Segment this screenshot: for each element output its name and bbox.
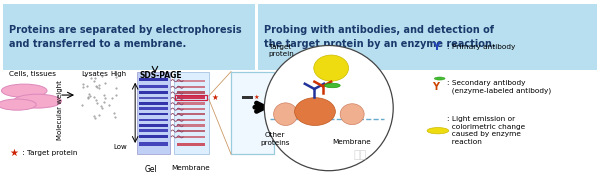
Bar xyxy=(176,80,205,82)
Text: Probing with antibodies, and detection of
the target protein by an enzyme reacti: Probing with antibodies, and detection o… xyxy=(264,25,496,49)
Bar xyxy=(139,124,168,127)
Text: Lysates: Lysates xyxy=(81,71,108,77)
Bar xyxy=(176,86,205,88)
Bar xyxy=(176,108,205,110)
Circle shape xyxy=(325,83,340,88)
Text: Membrane: Membrane xyxy=(332,139,371,145)
Text: ★: ★ xyxy=(254,95,259,100)
Text: Y: Y xyxy=(432,42,440,52)
Bar xyxy=(231,72,274,154)
Text: High: High xyxy=(110,71,127,77)
Text: Gel: Gel xyxy=(145,165,158,174)
Bar xyxy=(139,135,168,138)
Circle shape xyxy=(427,128,449,134)
Text: Y: Y xyxy=(432,82,439,92)
Bar xyxy=(139,85,168,88)
Bar xyxy=(176,136,205,138)
Bar xyxy=(139,91,168,94)
Circle shape xyxy=(434,77,445,80)
Bar xyxy=(139,107,168,110)
Bar xyxy=(176,96,205,99)
Bar xyxy=(137,72,170,154)
Text: Other
proteins: Other proteins xyxy=(260,133,290,146)
Bar xyxy=(139,113,168,115)
Text: : Secondary antibody
  (enzyme-labeled antibody): : Secondary antibody (enzyme-labeled ant… xyxy=(447,80,551,94)
Bar xyxy=(3,4,255,70)
Bar xyxy=(176,130,205,132)
Bar xyxy=(174,72,209,154)
Bar xyxy=(139,129,168,132)
Text: SDS-PAGE: SDS-PAGE xyxy=(140,71,182,80)
Bar xyxy=(176,91,205,94)
Circle shape xyxy=(0,99,36,110)
Text: : Primary antibody: : Primary antibody xyxy=(447,44,515,50)
Text: Molecular weight: Molecular weight xyxy=(57,80,63,140)
Circle shape xyxy=(1,84,47,97)
Ellipse shape xyxy=(274,103,298,125)
Bar xyxy=(176,119,205,121)
Bar xyxy=(139,102,168,105)
Bar xyxy=(258,4,597,70)
Ellipse shape xyxy=(295,98,335,125)
Ellipse shape xyxy=(265,45,393,171)
Text: 知乎: 知乎 xyxy=(353,150,367,160)
Ellipse shape xyxy=(314,55,349,81)
Bar xyxy=(176,143,205,146)
Bar xyxy=(139,97,168,99)
Text: Proteins are separated by electrophoresis
and transferred to a membrane.: Proteins are separated by electrophoresi… xyxy=(9,25,242,49)
Bar xyxy=(176,102,205,105)
Bar xyxy=(242,96,253,99)
Bar xyxy=(139,142,168,146)
Text: Membrane: Membrane xyxy=(172,165,210,171)
Text: Target
protein: Target protein xyxy=(269,44,295,57)
Text: : Target protein: : Target protein xyxy=(20,150,77,156)
Bar xyxy=(139,119,168,121)
Text: Low: Low xyxy=(113,144,127,150)
Bar xyxy=(175,95,207,100)
Text: Cells, tissues: Cells, tissues xyxy=(9,71,56,77)
Text: ★: ★ xyxy=(212,93,219,102)
Text: : Light emission or
  colorimetric change
  caused by enzyme
  reaction: : Light emission or colorimetric change … xyxy=(447,117,525,145)
Ellipse shape xyxy=(340,104,364,125)
Bar xyxy=(176,124,205,127)
Bar xyxy=(176,113,205,115)
Circle shape xyxy=(13,94,61,108)
Bar xyxy=(139,78,168,81)
Text: ★: ★ xyxy=(9,148,18,158)
